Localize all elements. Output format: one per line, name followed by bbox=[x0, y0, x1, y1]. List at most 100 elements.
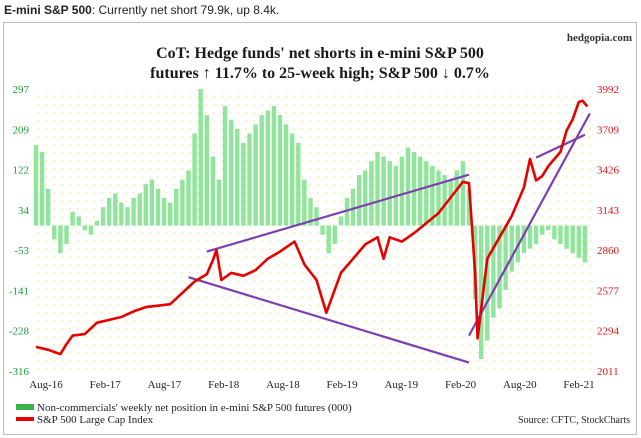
cot-bar bbox=[308, 198, 313, 226]
y-left-tick-label: -141 bbox=[9, 285, 29, 297]
y-right-tick-label: 2011 bbox=[597, 366, 619, 378]
cot-bar bbox=[558, 225, 563, 244]
chart-svg: 297 209 122 34 -53 -141 -228 -316 3992 3709 3426 31… bbox=[9, 32, 632, 426]
trendline bbox=[188, 276, 470, 364]
cot-bar bbox=[180, 179, 185, 226]
cot-bar bbox=[277, 115, 283, 226]
trendlines bbox=[188, 112, 591, 364]
cot-bar bbox=[296, 142, 301, 226]
cot-bar bbox=[332, 225, 337, 244]
cot-bar bbox=[283, 124, 289, 226]
cot-bar bbox=[88, 225, 94, 235]
cot-bar bbox=[454, 170, 459, 226]
cot-bar bbox=[52, 225, 57, 240]
cot-bar bbox=[235, 129, 240, 226]
cot-bar bbox=[442, 175, 447, 226]
cot-bar bbox=[460, 161, 466, 226]
cot-bar bbox=[424, 161, 429, 226]
cot-bar bbox=[76, 216, 81, 226]
cot-bar bbox=[363, 170, 368, 226]
y-left-tick-label: -316 bbox=[9, 366, 30, 378]
legend-swatch-cot bbox=[16, 404, 34, 410]
figure-caption: E-mini S&P 500: Currently net short 79.9… bbox=[4, 3, 279, 17]
y-right-tick-label: 3992 bbox=[597, 84, 619, 96]
cot-bar bbox=[552, 225, 557, 240]
cot-bar bbox=[113, 193, 118, 226]
y-right-tick-label: 3709 bbox=[597, 124, 620, 136]
cot-bar bbox=[229, 119, 234, 226]
cot-bar bbox=[527, 225, 533, 249]
cot-bar bbox=[64, 225, 69, 244]
cot-bar bbox=[509, 225, 514, 272]
cot-bar bbox=[411, 152, 417, 226]
legend-label-spx: S&P 500 Large Cap Index bbox=[37, 414, 154, 426]
cot-bar bbox=[192, 133, 197, 226]
cot-bar bbox=[271, 106, 277, 226]
spx-line bbox=[35, 99, 589, 356]
cot-bar bbox=[503, 225, 508, 290]
cot-bar bbox=[448, 179, 453, 226]
cot-bar bbox=[149, 179, 155, 226]
cot-bar bbox=[33, 145, 39, 226]
cot-bar bbox=[357, 175, 362, 226]
cot-bar bbox=[70, 211, 75, 226]
axis-ticks: 297 209 122 34 -53 -141 -228 -316 3992 3709 3426 31… bbox=[9, 84, 620, 391]
cot-bar bbox=[570, 225, 575, 254]
cot-bar bbox=[198, 89, 203, 226]
cot-bar bbox=[320, 225, 325, 235]
x-tick-label: Aug-18 bbox=[266, 379, 300, 391]
cot-bar bbox=[290, 133, 295, 226]
x-tick-label: Feb-19 bbox=[327, 379, 359, 391]
cot-bar bbox=[582, 225, 588, 263]
x-tick-label: Feb-20 bbox=[445, 379, 477, 391]
cot-bar bbox=[430, 165, 435, 226]
brand-label: hedgopia.com bbox=[567, 32, 632, 44]
cot-bar bbox=[564, 225, 569, 249]
cot-bar bbox=[259, 115, 264, 226]
cot-bar bbox=[338, 216, 344, 226]
cot-bar bbox=[216, 179, 222, 226]
cot-bar bbox=[155, 188, 161, 226]
y-left-tick-label: 122 bbox=[13, 165, 30, 177]
cot-bar bbox=[497, 225, 502, 309]
trendline bbox=[206, 173, 470, 253]
cot-bar bbox=[125, 207, 130, 226]
cot-bar bbox=[533, 225, 539, 244]
y-left-tick-label: 34 bbox=[18, 205, 30, 217]
y-right-tick-label: 3143 bbox=[597, 205, 620, 217]
cot-bar bbox=[491, 225, 496, 318]
source-label: Source: CFTC, StockCharts bbox=[518, 415, 630, 426]
cot-bar bbox=[521, 225, 527, 254]
legend-label-cot: Non-commercials' weekly net position in … bbox=[37, 402, 352, 414]
cot-bar bbox=[253, 124, 258, 226]
cot-bar bbox=[174, 188, 179, 226]
cot-bar bbox=[387, 161, 392, 226]
cot-bar bbox=[418, 156, 423, 226]
cot-bar bbox=[485, 225, 490, 341]
cot-bar bbox=[576, 225, 581, 258]
x-tick-label: Aug-17 bbox=[148, 379, 182, 391]
y-right-tick-label: 2860 bbox=[597, 245, 620, 257]
y-right-tick-label: 2294 bbox=[597, 326, 620, 338]
cot-bar bbox=[186, 170, 191, 226]
cot-bar bbox=[466, 188, 472, 226]
cot-bar bbox=[107, 198, 112, 226]
y-left-tick-label: -53 bbox=[14, 245, 29, 257]
cot-bar bbox=[100, 207, 106, 226]
x-tick-label: Feb-17 bbox=[90, 379, 122, 391]
cot-bar bbox=[375, 152, 380, 226]
cot-bar bbox=[350, 188, 356, 226]
chart-title-line-1: CoT: Hedge funds' net shorts in e-mini S… bbox=[156, 45, 484, 62]
y-right-tick-label: 2577 bbox=[597, 285, 620, 297]
cot-bar bbox=[39, 152, 45, 226]
cot-bar bbox=[210, 156, 216, 226]
chart-title-line-2: futures ↑ 11.7% to 25-week high; S&P 500… bbox=[150, 65, 490, 82]
x-tick-label: Aug-20 bbox=[503, 379, 537, 391]
cot-bar bbox=[137, 193, 142, 226]
cot-bar bbox=[161, 198, 167, 226]
cot-bar bbox=[168, 202, 173, 226]
spx-line-group bbox=[35, 99, 589, 356]
x-tick-label: Feb-18 bbox=[208, 379, 240, 391]
cot-bar bbox=[381, 156, 386, 226]
y-right-tick-label: 3426 bbox=[597, 165, 620, 177]
